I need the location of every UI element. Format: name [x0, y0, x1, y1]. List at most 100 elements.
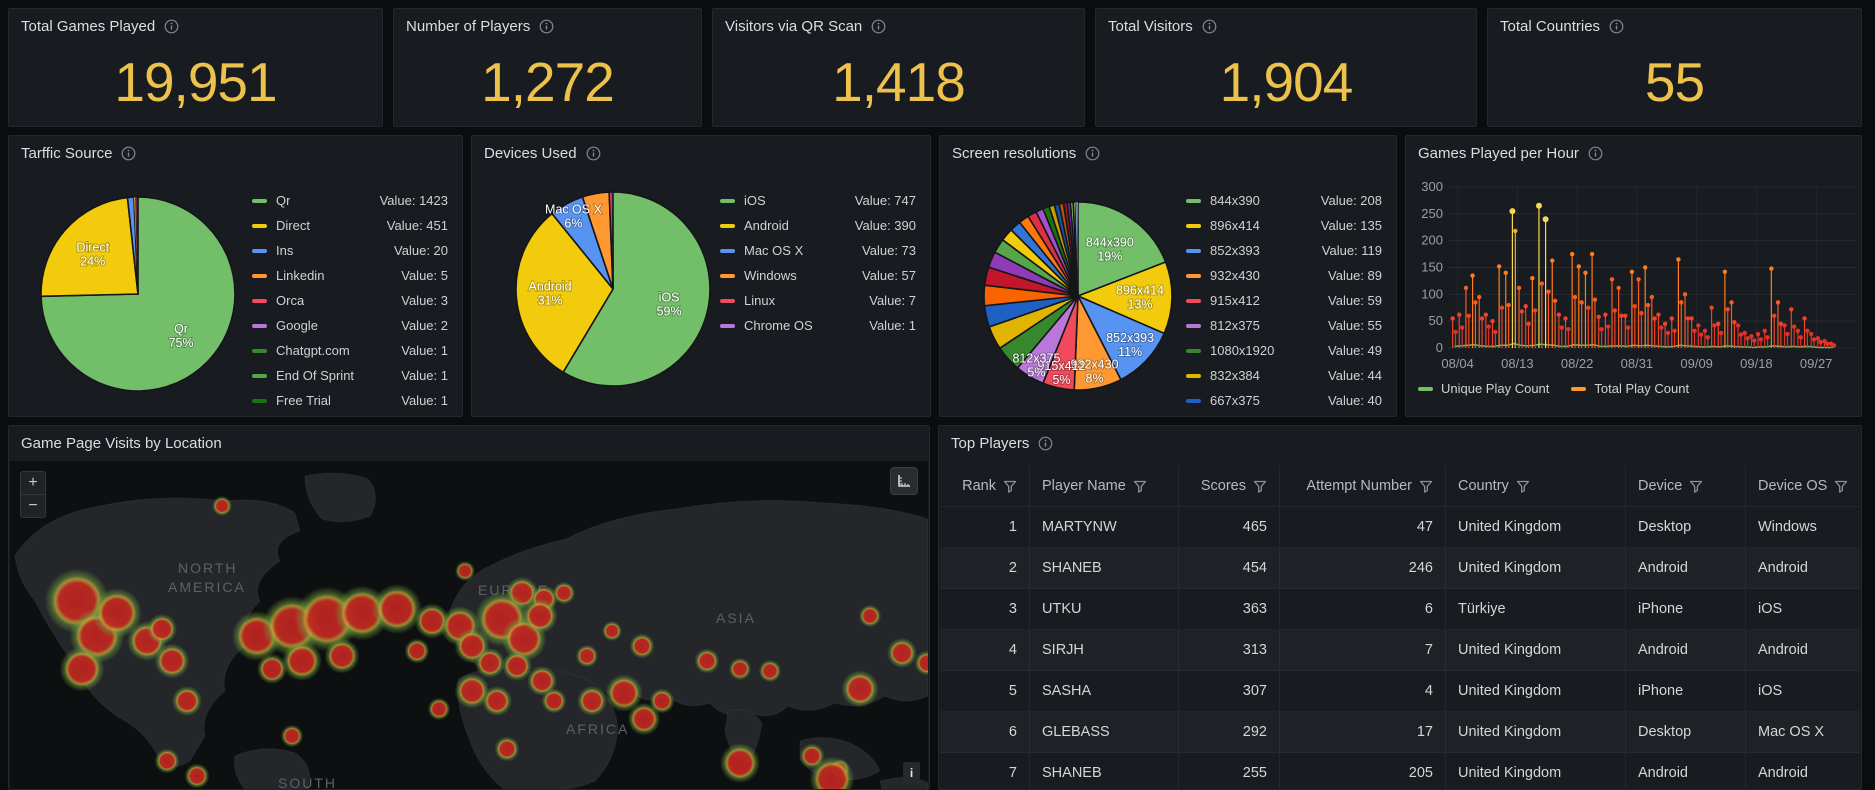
- legend-swatch: [252, 398, 267, 403]
- legend-item-End Of Sprint[interactable]: End Of Sprint Value: 1: [252, 363, 448, 388]
- info-icon[interactable]: [1202, 19, 1217, 34]
- heatmap-spot: [59, 646, 105, 692]
- legend-item-Linux[interactable]: Linux Value: 7: [720, 288, 916, 313]
- info-icon[interactable]: [1588, 146, 1603, 161]
- svg-text:250: 250: [1421, 206, 1443, 221]
- legend-item-Linkedin[interactable]: Linkedin Value: 5: [252, 263, 448, 288]
- pie-slice-Direct[interactable]: [40, 196, 139, 298]
- legend-label: 667x375: [1210, 393, 1260, 408]
- legend-item-Free Trial[interactable]: Free Trial Value: 1: [252, 388, 448, 413]
- pie-slice-Android[interactable]: [515, 212, 614, 374]
- legend-item-Mac OS X[interactable]: Mac OS X Value: 73: [720, 238, 916, 263]
- legend-item-1080x1920[interactable]: 1080x1920 Value: 49: [1186, 338, 1382, 363]
- legend-swatch: [1186, 398, 1201, 403]
- map-label-south: SOUTH: [278, 775, 337, 789]
- pie-slice-other[interactable]: [1076, 201, 1079, 297]
- column-header-label: Rank: [962, 478, 996, 494]
- pie-slice-label: Qr 75%: [169, 322, 194, 350]
- legend-item-Windows[interactable]: Windows Value: 57: [720, 263, 916, 288]
- table-cell-scores: 363: [1179, 589, 1280, 629]
- legend-item-Android[interactable]: Android Value: 390: [720, 213, 916, 238]
- legend-item-Qr[interactable]: Qr Value: 1423: [252, 188, 448, 213]
- pie-slice-iOS[interactable]: [562, 191, 711, 387]
- legend-swatch: [720, 273, 735, 278]
- info-icon[interactable]: [539, 19, 554, 34]
- info-icon[interactable]: [164, 19, 179, 34]
- filter-funnel-icon[interactable]: [1133, 480, 1147, 493]
- legend-item-812x375[interactable]: 812x375 Value: 55: [1186, 313, 1382, 338]
- legend-value: Value: 57: [862, 268, 916, 283]
- column-header-country[interactable]: Country: [1446, 466, 1626, 506]
- panel-title: Total Countries: [1500, 17, 1601, 35]
- legend-item-844x390[interactable]: 844x390 Value: 208: [1186, 188, 1382, 213]
- info-icon[interactable]: [1038, 436, 1053, 451]
- filter-funnel-icon[interactable]: [1689, 480, 1703, 493]
- heatmap-spot: [502, 651, 532, 681]
- heatmap-spot: [728, 657, 752, 681]
- legend-value: Value: 44: [1328, 368, 1382, 383]
- measure-tool-button[interactable]: [890, 467, 918, 495]
- legend-item-Ins[interactable]: Ins Value: 20: [252, 238, 448, 263]
- heatmap-spot: [522, 598, 558, 634]
- map-attribution-button[interactable]: i: [903, 762, 920, 783]
- column-header-device-os[interactable]: Device OS: [1746, 466, 1860, 506]
- timeseries-legend: Unique Play Count Total Play Count: [1418, 381, 1689, 396]
- info-icon[interactable]: [871, 19, 886, 34]
- filter-funnel-icon[interactable]: [1516, 480, 1530, 493]
- heatmap-spot: [629, 633, 655, 659]
- legend-item-896x414[interactable]: 896x414 Value: 135: [1186, 213, 1382, 238]
- legend-value: Value: 20: [394, 243, 448, 258]
- legend-item-Chrome OS[interactable]: Chrome OS Value: 1: [720, 313, 916, 338]
- heatmap-spot: [577, 686, 607, 716]
- legend-item-Direct[interactable]: Direct Value: 451: [252, 213, 448, 238]
- legend-item-Orca[interactable]: Orca Value: 3: [252, 288, 448, 313]
- info-icon[interactable]: [586, 146, 601, 161]
- table-cell-device-os: iOS: [1758, 683, 1783, 699]
- filter-funnel-icon[interactable]: [1419, 480, 1433, 493]
- legend-label: iOS: [744, 193, 766, 208]
- filter-funnel-icon[interactable]: [1003, 480, 1017, 493]
- column-header-scores[interactable]: Scores: [1179, 466, 1280, 506]
- table-cell-device: Desktop: [1626, 507, 1746, 547]
- legend-item-total-play-count[interactable]: Total Play Count: [1571, 381, 1689, 396]
- heatmap-spot: [720, 743, 760, 783]
- world-map[interactable]: NORTHAMERICAEUROPEASIAAFRICASOUTH + − i: [10, 461, 928, 789]
- table-row: 2 SHANEB 454 246 United Kingdom Android Androi…: [940, 548, 1860, 589]
- legend-item-667x375[interactable]: 667x375 Value: 40: [1186, 388, 1382, 413]
- pie-slice-label: iOS 59%: [657, 291, 682, 319]
- legend-value: Value: 451: [386, 218, 448, 233]
- legend-item-832x384[interactable]: 832x384 Value: 44: [1186, 363, 1382, 388]
- legend-item-unique-play-count[interactable]: Unique Play Count: [1418, 381, 1549, 396]
- pie-slice-label: Direct 24%: [76, 240, 109, 268]
- pie-slice-844x390[interactable]: [1077, 201, 1167, 298]
- column-header-device[interactable]: Device: [1626, 466, 1746, 506]
- filter-funnel-icon[interactable]: [1253, 480, 1267, 493]
- table-cell-device-os: Windows: [1758, 519, 1817, 535]
- info-icon[interactable]: [1609, 19, 1624, 34]
- panel-title: Tarffic Source: [21, 144, 113, 162]
- panel-title: Screen resolutions: [952, 144, 1077, 162]
- legend-item-932x430[interactable]: 932x430 Value: 89: [1186, 263, 1382, 288]
- column-header-attempt-number[interactable]: Attempt Number: [1280, 466, 1446, 506]
- heatmap-spot: [809, 756, 855, 789]
- legend-item-852x393[interactable]: 852x393 Value: 119: [1186, 238, 1382, 263]
- zoom-out-button[interactable]: −: [21, 495, 45, 517]
- legend-label: Mac OS X: [744, 243, 804, 258]
- legend-item-Google[interactable]: Google Value: 2: [252, 313, 448, 338]
- legend-swatch: [252, 223, 267, 228]
- heatmap-spot: [154, 748, 180, 774]
- legend-value: Value: 49: [1328, 343, 1382, 358]
- stat-panel-total-countries: Total Countries 55: [1487, 8, 1862, 127]
- legend-item-Chatgpt.com[interactable]: Chatgpt.com Value: 1: [252, 338, 448, 363]
- filter-funnel-icon[interactable]: [1834, 480, 1848, 493]
- legend-item-iOS[interactable]: iOS Value: 747: [720, 188, 916, 213]
- zoom-in-button[interactable]: +: [21, 472, 45, 495]
- column-header-rank[interactable]: Rank: [940, 466, 1030, 506]
- info-icon[interactable]: [121, 146, 136, 161]
- pie-slice-896x414[interactable]: [1075, 261, 1173, 335]
- column-header-player-name[interactable]: Player Name: [1030, 466, 1179, 506]
- legend-swatch: [1418, 386, 1433, 391]
- info-icon[interactable]: [1085, 146, 1100, 161]
- heatmap-spot: [541, 688, 567, 714]
- legend-item-915x412[interactable]: 915x412 Value: 59: [1186, 288, 1382, 313]
